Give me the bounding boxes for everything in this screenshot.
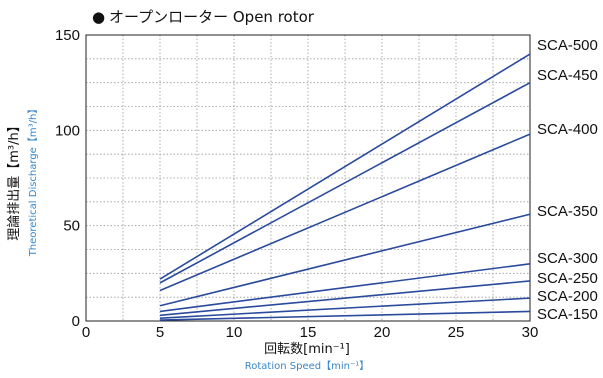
y-tick-label: 50	[63, 218, 80, 235]
y-axis-ticks: 0 50 100 150	[55, 27, 80, 330]
series-line	[159, 133, 531, 292]
x-tick-label: 25	[448, 324, 465, 341]
series-label: SCA-150	[537, 306, 598, 323]
series-line	[159, 53, 531, 280]
series-label: SCA-250	[537, 270, 598, 287]
y-tick-label: 150	[55, 27, 80, 44]
series-label: SCA-300	[537, 250, 598, 267]
x-tick-label: 20	[374, 324, 391, 341]
series-label: SCA-500	[537, 37, 598, 54]
chart-title: オープンローター Open rotor	[109, 8, 315, 26]
chart-title-group: ● オープンローター Open rotor	[92, 8, 315, 26]
y-tick-label: 100	[55, 122, 80, 139]
y-axis-label: 理論排出量【m³/h】	[6, 119, 22, 241]
x-tick-label: 30	[522, 324, 539, 341]
x-axis-label-en: Rotation Speed【min⁻¹】	[245, 360, 370, 372]
x-tick-label: 15	[300, 324, 317, 341]
x-axis-title-group: 回転数[min⁻¹] Rotation Speed【min⁻¹】	[245, 342, 370, 372]
y-tick-label: 0	[72, 313, 80, 330]
x-axis-label: 回転数[min⁻¹]	[264, 342, 350, 357]
series-line	[159, 280, 531, 317]
series-line	[159, 81, 531, 284]
series-line	[159, 310, 531, 321]
series-label: SCA-200	[537, 288, 598, 305]
series-label: SCA-450	[537, 67, 598, 84]
x-tick-label: 5	[156, 324, 164, 341]
series-labels: SCA-500 SCA-450 SCA-400 SCA-350 SCA-300 SCA-2…	[537, 37, 598, 323]
x-tick-label: 10	[226, 324, 243, 341]
series-line	[159, 213, 531, 307]
series-label: SCA-400	[537, 121, 598, 138]
series-line	[159, 297, 531, 319]
grid	[86, 35, 530, 321]
y-axis-label-en: Theoretical Discharge【m³/h】	[27, 104, 39, 258]
plot-frame	[85, 34, 531, 322]
series-lines	[159, 53, 531, 321]
x-axis-ticks: 0 5 10 15 20 25 30	[82, 324, 539, 341]
x-tick-label: 0	[82, 324, 90, 341]
y-axis-title-group: 理論排出量【m³/h】 Theoretical Discharge【m³/h】	[6, 104, 39, 258]
title-bullet-icon: ●	[92, 8, 105, 26]
series-line	[159, 263, 531, 313]
series-label: SCA-350	[537, 203, 598, 220]
